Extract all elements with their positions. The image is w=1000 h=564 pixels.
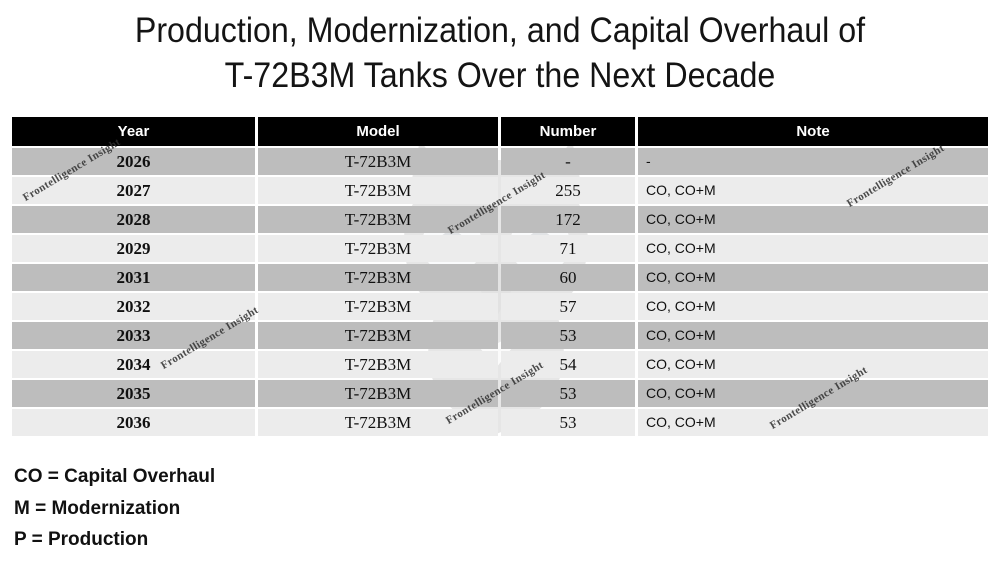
cell-year: 2029 [12,235,255,262]
legend-item-p: P = Production [14,529,149,550]
header-note: Note [638,117,988,146]
cell-year: 2035 [12,380,255,407]
cell-number: 255 [501,177,635,204]
header-model: Model [258,117,498,146]
legend-item-m: M = Modernization [14,497,181,519]
cell-note: CO, CO+M [638,380,988,407]
table-row: 2031 T-72B3M 60 CO, CO+M [12,264,988,291]
cell-note: CO, CO+M [638,293,988,320]
cell-year: 2032 [12,293,255,320]
page-title: Production, Modernization, and Capital O… [0,8,1000,98]
cell-year: 2036 [12,409,255,436]
table-row: 2036 T-72B3M 53 CO, CO+M [12,409,988,436]
cell-number: - [501,148,635,175]
cell-model: T-72B3M [258,206,498,233]
cell-number: 54 [501,351,635,378]
table-row: 2028 T-72B3M 172 CO, CO+M [12,206,988,233]
cell-model: T-72B3M [258,322,498,349]
table-row: 2026 T-72B3M - - [12,148,988,175]
cell-note: CO, CO+M [638,235,988,262]
cell-number: 53 [501,409,635,436]
cell-number: 172 [501,206,635,233]
tanks-table: Year Model Number Note 2026 T-72B3M - - … [12,117,988,438]
table-row: 2029 T-72B3M 71 CO, CO+M [12,235,988,262]
cell-model: T-72B3M [258,351,498,378]
table-row: 2035 T-72B3M 53 CO, CO+M [12,380,988,407]
header-number: Number [501,117,635,146]
cell-model: T-72B3M [258,177,498,204]
table-row: 2032 T-72B3M 57 CO, CO+M [12,293,988,320]
cell-note: CO, CO+M [638,206,988,233]
cell-model: T-72B3M [258,409,498,436]
cell-year: 2031 [12,264,255,291]
cell-year: 2026 [12,148,255,175]
cell-model: T-72B3M [258,293,498,320]
cell-model: T-72B3M [258,264,498,291]
cell-note: CO, CO+M [638,351,988,378]
cell-number: 60 [501,264,635,291]
page-title-line-1: Production, Modernization, and Capital O… [134,11,866,50]
cell-number: 53 [501,380,635,407]
cell-note: - [638,148,988,175]
cell-model: T-72B3M [258,235,498,262]
header-year: Year [12,117,255,146]
cell-year: 2033 [12,322,255,349]
cell-note: CO, CO+M [638,409,988,436]
table-row: 2033 T-72B3M 53 CO, CO+M [12,322,988,349]
cell-number: 57 [501,293,635,320]
cell-year: 2027 [12,177,255,204]
cell-model: T-72B3M [258,148,498,175]
page-title-line-2: T-72B3M Tanks Over the Next Decade [224,56,776,95]
legend-item-co: CO = Capital Overhaul [14,466,216,487]
table-row: 2034 T-72B3M 54 CO, CO+M [12,351,988,378]
cell-note: CO, CO+M [638,264,988,291]
cell-model: T-72B3M [258,380,498,407]
table-header-row: Year Model Number Note [12,117,988,146]
cell-note: CO, CO+M [638,177,988,204]
cell-note: CO, CO+M [638,322,988,349]
cell-number: 71 [501,235,635,262]
cell-year: 2028 [12,206,255,233]
legend: CO = Capital Overhaul M = Modernization … [14,461,215,556]
cell-number: 53 [501,322,635,349]
table-row: 2027 T-72B3M 255 CO, CO+M [12,177,988,204]
cell-year: 2034 [12,351,255,378]
